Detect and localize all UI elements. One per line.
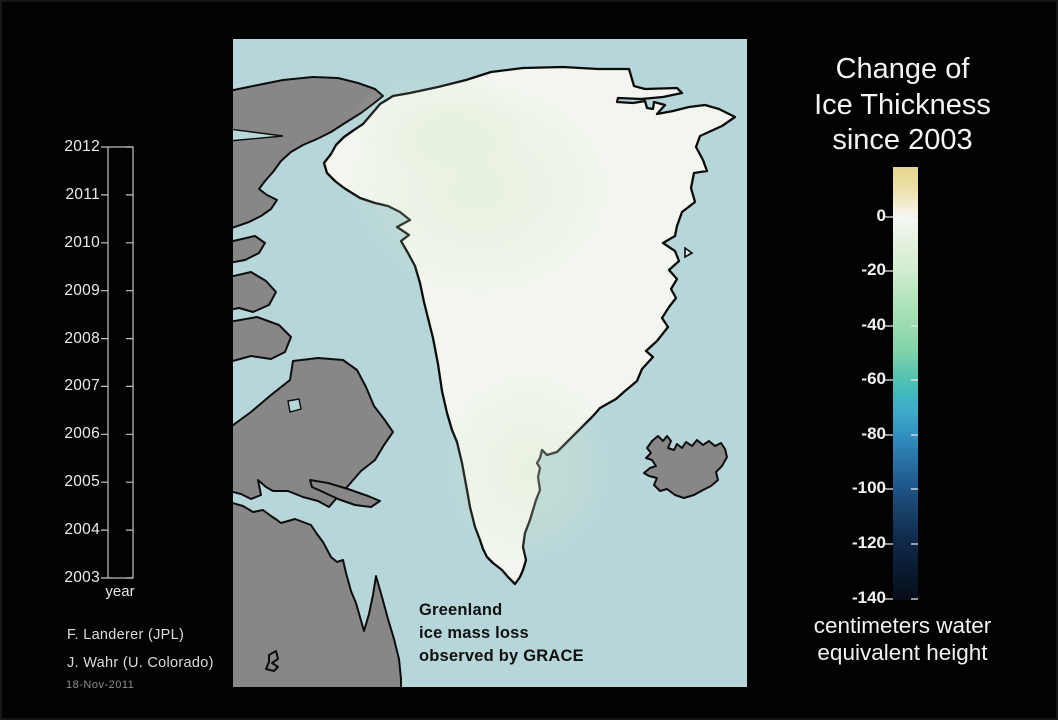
frame-date: 18-Nov-2011	[66, 679, 135, 691]
ice-loss-tint	[348, 74, 528, 174]
legend-title-line: since 2003	[832, 124, 973, 156]
ice-loss-tint	[443, 374, 613, 564]
year-tick-label: 2012	[64, 138, 100, 155]
ice-loss-tint-group	[348, 74, 613, 564]
east-coast-islet	[684, 246, 694, 259]
land-group	[233, 76, 728, 687]
greenland-map: Greenland ice mass loss observed by GRAC…	[233, 39, 747, 687]
colorbar-tick-label: -120	[851, 533, 886, 552]
year-axis-title: year	[105, 583, 135, 600]
land-squiggle-islet	[265, 650, 279, 672]
year-tick-label: 2011	[65, 186, 100, 203]
year-tick-label: 2005	[64, 473, 100, 490]
year-tick-label: 2009	[64, 282, 100, 299]
year-tick-label: 2003	[64, 569, 100, 586]
colorbar-gradient	[893, 167, 918, 600]
timeline-bar-frame	[107, 146, 134, 579]
land-island	[233, 271, 277, 313]
colorbar-tick-label: -40	[861, 315, 886, 334]
colorbar-units-line: centimeters water	[813, 613, 992, 638]
credit-author-2: J. Wahr (U. Colorado)	[67, 655, 214, 671]
land-peninsula	[309, 479, 381, 508]
colorbar-tick-label: -20	[861, 260, 886, 279]
land-island	[233, 235, 266, 264]
land-iceland	[643, 435, 728, 499]
fjord-group	[233, 128, 302, 413]
land-island	[233, 316, 292, 362]
colorbar-tick-label: -60	[861, 369, 886, 388]
fjord-sliver	[233, 128, 284, 142]
colorbar	[884, 167, 918, 600]
legend-title: Change of Ice Thickness since 2003	[785, 52, 1020, 159]
map-caption: Greenland ice mass loss observed by GRAC…	[419, 599, 584, 668]
map-drawing	[233, 39, 747, 687]
colorbar-units-label: centimeters water equivalent height	[775, 612, 1030, 666]
legend-title-line: Ice Thickness	[814, 88, 991, 121]
land-south-mass	[233, 502, 402, 687]
land-baffin	[233, 357, 394, 508]
year-tick-label: 2008	[64, 330, 100, 347]
colorbar-tick-label: -140	[851, 588, 886, 607]
colorbar-ticks	[884, 216, 918, 600]
colorbar-units-line: equivalent height	[817, 640, 988, 665]
land-ellesmere	[233, 76, 384, 229]
year-tick-label: 2004	[64, 521, 100, 538]
credit-author-1: F. Landerer (JPL)	[67, 627, 185, 643]
map-caption-line: Greenland	[419, 601, 503, 619]
map-caption-line: ice mass loss	[419, 624, 529, 642]
colorbar-tick-label: -100	[851, 478, 886, 497]
map-caption-line: observed by GRACE	[419, 647, 584, 665]
legend-title-line: Change of	[835, 53, 970, 85]
ring-island-lake	[287, 398, 302, 413]
timeline-ticks	[101, 146, 133, 579]
year-tick-label: 2006	[64, 425, 100, 442]
year-tick-label: 2007	[64, 377, 100, 394]
timeline-progress-axis	[101, 146, 134, 579]
colorbar-tick-label: -80	[861, 424, 886, 443]
year-tick-label: 2010	[64, 234, 100, 251]
colorbar-tick-label: 0	[876, 206, 886, 225]
